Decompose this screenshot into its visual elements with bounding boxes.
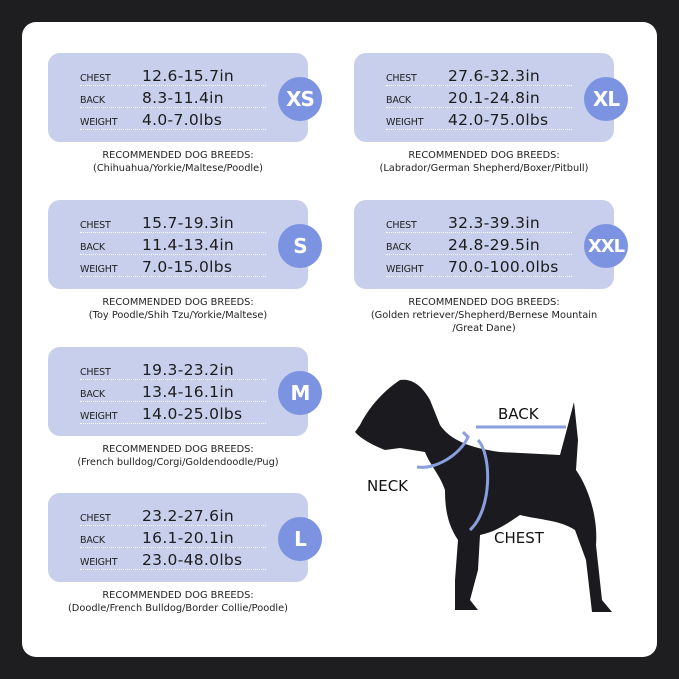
chest-row: CHEST 27.6-32.3in (386, 65, 572, 86)
chest-measure-line (468, 438, 490, 532)
back-value: 8.3-11.4in (142, 89, 224, 107)
size-badge: XL (584, 77, 628, 121)
neck-measure-line (416, 430, 470, 469)
weight-row: WEIGHT 23.0-48.0lbs (80, 549, 266, 570)
weight-label: WEIGHT (80, 264, 118, 275)
chest-value: 27.6-32.3in (448, 67, 541, 85)
back-row: BACK 13.4-16.1in (80, 381, 266, 402)
weight-row: WEIGHT 70.0-100.0lbs (386, 256, 572, 277)
breeds-heading: RECOMMENDED DOG BREEDS: (102, 444, 254, 455)
weight-value: 23.0-48.0lbs (142, 551, 243, 569)
chest-row: CHEST 19.3-23.2in (80, 359, 266, 380)
breeds-heading: RECOMMENDED DOG BREEDS: (102, 150, 254, 161)
size-card-s: CHEST 15.7-19.3in BACK 11.4-13.4in WEIGHT 7.0… (48, 200, 322, 289)
back-row: BACK 20.1-24.8in (386, 87, 572, 108)
weight-label: WEIGHT (80, 117, 118, 128)
size-badge: L (278, 517, 322, 561)
chest-label: CHEST (386, 73, 417, 84)
breeds-heading: RECOMMENDED DOG BREEDS: (408, 297, 560, 308)
weight-row: WEIGHT 42.0-75.0lbs (386, 109, 572, 130)
breeds-heading: RECOMMENDED DOG BREEDS: (408, 150, 560, 161)
weight-label: WEIGHT (80, 411, 118, 422)
chest-label: CHEST (386, 220, 417, 231)
recommended-breeds: RECOMMENDED DOG BREEDS: (Chihuahua/Yorkie… (28, 149, 328, 175)
chest-label: CHEST (80, 513, 111, 524)
breeds-heading: RECOMMENDED DOG BREEDS: (102, 590, 254, 601)
chest-row: CHEST 23.2-27.6in (80, 505, 266, 526)
size-badge: S (278, 224, 322, 268)
weight-value: 70.0-100.0lbs (448, 258, 559, 276)
back-label: BACK (80, 535, 105, 546)
back-value: 24.8-29.5in (448, 236, 541, 254)
recommended-breeds: RECOMMENDED DOG BREEDS: (French bulldog/C… (28, 443, 328, 469)
back-label: BACK (80, 389, 105, 400)
breeds-list: (Toy Poodle/Shih Tzu/Yorkie/Maltese) (88, 310, 268, 321)
back-value: 11.4-13.4in (142, 236, 235, 254)
back-value: 16.1-20.1in (142, 529, 235, 547)
back-label: BACK (498, 405, 539, 423)
weight-row: WEIGHT 4.0-7.0lbs (80, 109, 266, 130)
back-label: BACK (80, 95, 105, 106)
size-card-xxl: CHEST 32.3-39.3in BACK 24.8-29.5in WEIGHT 70.… (354, 200, 628, 289)
back-row: BACK 8.3-11.4in (80, 87, 266, 108)
neck-label: NECK (367, 477, 409, 495)
size-badge: M (278, 371, 322, 415)
back-value: 20.1-24.8in (448, 89, 541, 107)
chest-value: 23.2-27.6in (142, 507, 235, 525)
chest-row: CHEST 12.6-15.7in (80, 65, 266, 86)
weight-value: 7.0-15.0lbs (142, 258, 233, 276)
breeds-list: (Doodle/French Bulldog/Border Collie/Poo… (67, 603, 289, 614)
weight-value: 14.0-25.0lbs (142, 405, 243, 423)
recommended-breeds: RECOMMENDED DOG BREEDS: (Labrador/German … (334, 149, 634, 175)
back-row: BACK 24.8-29.5in (386, 234, 572, 255)
breeds-list: (French bulldog/Corgi/Goldendoodle/Pug) (77, 457, 279, 468)
chest-value: 12.6-15.7in (142, 67, 235, 85)
back-label: BACK (80, 242, 105, 253)
weight-value: 42.0-75.0lbs (448, 111, 549, 129)
recommended-breeds: RECOMMENDED DOG BREEDS: (Toy Poodle/Shih … (28, 296, 328, 322)
back-label: BACK (386, 242, 411, 253)
size-card-xs: CHEST 12.6-15.7in BACK 8.3-11.4in WEIGHT 4.0-… (48, 53, 322, 142)
breeds-list: (Labrador/German Shepherd/Boxer/Pitbull) (379, 163, 589, 174)
back-row: BACK 11.4-13.4in (80, 234, 266, 255)
back-value: 13.4-16.1in (142, 383, 235, 401)
chest-label: CHEST (80, 220, 111, 231)
chest-row: CHEST 15.7-19.3in (80, 212, 266, 233)
size-card-m: CHEST 19.3-23.2in BACK 13.4-16.1in WEIGHT 14.… (48, 347, 322, 436)
breeds-heading: RECOMMENDED DOG BREEDS: (102, 297, 254, 308)
weight-row: WEIGHT 14.0-25.0lbs (80, 403, 266, 424)
recommended-breeds: RECOMMENDED DOG BREEDS: (Golden retriever… (334, 296, 634, 335)
weight-label: WEIGHT (386, 117, 424, 128)
chest-value: 15.7-19.3in (142, 214, 235, 232)
weight-value: 4.0-7.0lbs (142, 111, 223, 129)
chest-label: CHEST (494, 529, 544, 547)
dog-silhouette (355, 379, 612, 612)
weight-label: WEIGHT (80, 557, 118, 568)
breeds-list: (Golden retriever/Shepherd/Bernese Mount… (370, 310, 598, 321)
size-badge: XXL (584, 224, 628, 268)
weight-row: WEIGHT 7.0-15.0lbs (80, 256, 266, 277)
weight-label: WEIGHT (386, 264, 424, 275)
chest-label: CHEST (80, 73, 111, 84)
breeds-list: (Chihuahua/Yorkie/Maltese/Poodle) (93, 163, 263, 174)
chest-value: 32.3-39.3in (448, 214, 541, 232)
breeds-list: /Great Dane) (452, 323, 516, 334)
size-badge: XS (278, 77, 322, 121)
chest-row: CHEST 32.3-39.3in (386, 212, 572, 233)
size-card-l: CHEST 23.2-27.6in BACK 16.1-20.1in WEIGHT 23.… (48, 493, 322, 582)
size-card-xl: CHEST 27.6-32.3in BACK 20.1-24.8in WEIGHT 42.… (354, 53, 628, 142)
back-row: BACK 16.1-20.1in (80, 527, 266, 548)
recommended-breeds: RECOMMENDED DOG BREEDS: (Doodle/French Bu… (28, 589, 328, 615)
back-label: BACK (386, 95, 411, 106)
chest-value: 19.3-23.2in (142, 361, 235, 379)
chest-label: CHEST (80, 367, 111, 378)
